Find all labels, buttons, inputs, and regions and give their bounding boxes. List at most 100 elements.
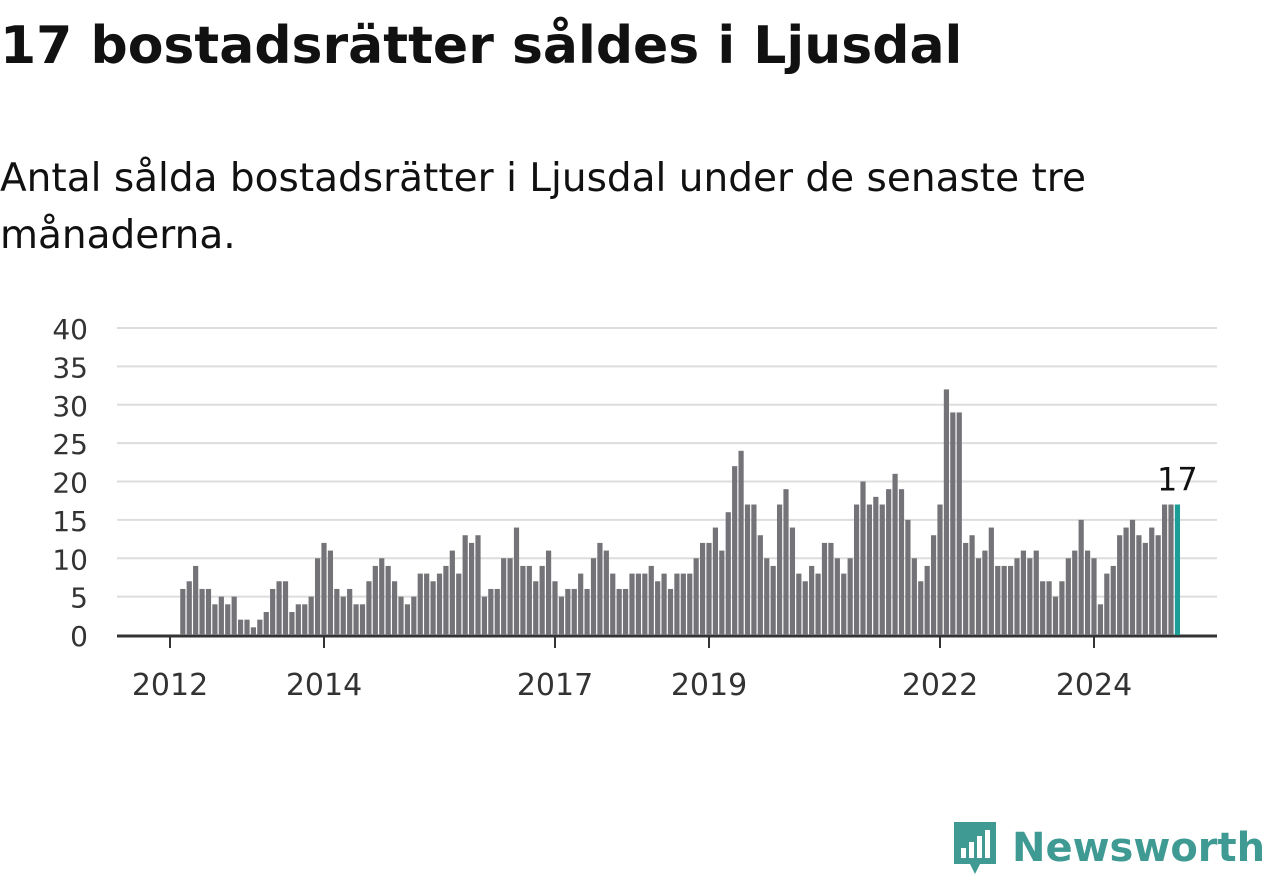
bar bbox=[237, 619, 244, 635]
bar bbox=[597, 542, 603, 635]
gridlines bbox=[117, 327, 1217, 638]
bar bbox=[982, 550, 988, 635]
bar bbox=[783, 489, 789, 635]
bar bbox=[1123, 527, 1129, 635]
y-tick-label: 20 bbox=[52, 467, 88, 500]
bar bbox=[732, 466, 738, 635]
y-tick-label: 0 bbox=[70, 620, 88, 653]
bar bbox=[847, 558, 853, 635]
bar bbox=[911, 558, 917, 635]
bar bbox=[776, 504, 783, 635]
bar bbox=[1001, 565, 1007, 635]
x-tick-label: 2022 bbox=[902, 668, 978, 703]
bar bbox=[821, 542, 828, 635]
bar bbox=[411, 596, 417, 636]
bar bbox=[841, 573, 847, 635]
bar bbox=[578, 573, 584, 635]
bar bbox=[937, 504, 943, 635]
bar bbox=[308, 596, 314, 636]
bar bbox=[347, 588, 353, 635]
bar bbox=[950, 412, 956, 635]
bar bbox=[231, 596, 237, 636]
bar bbox=[1155, 535, 1161, 635]
bar bbox=[1072, 550, 1078, 635]
bar bbox=[898, 489, 905, 635]
bar bbox=[321, 542, 327, 635]
bar bbox=[513, 527, 520, 635]
bar bbox=[853, 504, 860, 635]
bar bbox=[443, 565, 449, 635]
y-tick-label: 10 bbox=[52, 543, 88, 576]
bar bbox=[558, 596, 565, 636]
bar bbox=[180, 588, 186, 635]
y-tick-label: 25 bbox=[52, 428, 88, 461]
bar bbox=[719, 550, 725, 635]
bar bbox=[507, 558, 513, 635]
bar bbox=[1084, 550, 1091, 635]
y-tick-label: 5 bbox=[70, 582, 88, 615]
bar bbox=[430, 581, 436, 635]
bar bbox=[975, 558, 982, 635]
bar bbox=[404, 604, 411, 635]
bar bbox=[199, 588, 205, 635]
bar bbox=[584, 588, 590, 635]
bar bbox=[905, 519, 911, 636]
bar bbox=[282, 581, 289, 635]
bar bbox=[629, 573, 635, 635]
bar bbox=[314, 558, 321, 635]
bar bbox=[789, 527, 796, 635]
bar bbox=[1027, 558, 1033, 635]
bar bbox=[712, 527, 719, 635]
bar bbox=[680, 573, 686, 635]
bar bbox=[635, 573, 642, 635]
bar bbox=[533, 581, 539, 635]
bar bbox=[764, 558, 770, 635]
bar bbox=[244, 619, 250, 635]
last-value-label: 17 bbox=[1157, 461, 1198, 499]
bar bbox=[988, 527, 994, 635]
bar bbox=[436, 573, 443, 635]
bar bbox=[526, 565, 532, 635]
bar bbox=[956, 412, 962, 635]
bar bbox=[815, 573, 821, 635]
bar bbox=[1142, 542, 1148, 635]
bar bbox=[270, 588, 276, 635]
y-tick-label: 15 bbox=[52, 505, 88, 538]
bar bbox=[1129, 519, 1136, 636]
bar bbox=[860, 481, 866, 635]
bar bbox=[359, 604, 366, 635]
bar bbox=[757, 535, 763, 635]
bar bbox=[1149, 527, 1155, 635]
x-tick-label: 2012 bbox=[132, 668, 208, 703]
x-axis-ticks: 2012 2014 2017 2019 2022 2024 bbox=[132, 637, 1132, 703]
bar bbox=[648, 565, 654, 635]
bar bbox=[924, 565, 930, 635]
bar bbox=[276, 581, 282, 635]
bar bbox=[379, 558, 385, 635]
bar bbox=[340, 596, 346, 636]
bar bbox=[488, 588, 494, 635]
bar bbox=[250, 627, 257, 635]
bar bbox=[667, 588, 674, 635]
bar bbox=[725, 512, 731, 635]
bar bbox=[969, 535, 975, 635]
bar bbox=[642, 573, 648, 635]
bar bbox=[1046, 581, 1052, 635]
bar bbox=[674, 573, 680, 635]
bar bbox=[424, 573, 430, 635]
x-tick-label: 2019 bbox=[671, 668, 747, 703]
bar bbox=[1007, 565, 1014, 635]
bar bbox=[186, 581, 192, 635]
bar bbox=[802, 581, 808, 635]
bar bbox=[571, 588, 577, 635]
bar bbox=[494, 588, 500, 635]
bar bbox=[372, 565, 378, 635]
bar bbox=[796, 573, 802, 635]
bar bbox=[1136, 535, 1142, 635]
bar bbox=[1040, 581, 1046, 635]
chart-subtitle: Antal sålda bostadsrätter i Ljusdal unde… bbox=[0, 156, 1086, 258]
bar bbox=[693, 558, 699, 635]
x-tick-label: 2017 bbox=[517, 668, 593, 703]
y-tick-label: 40 bbox=[52, 313, 88, 346]
bar bbox=[873, 496, 879, 635]
